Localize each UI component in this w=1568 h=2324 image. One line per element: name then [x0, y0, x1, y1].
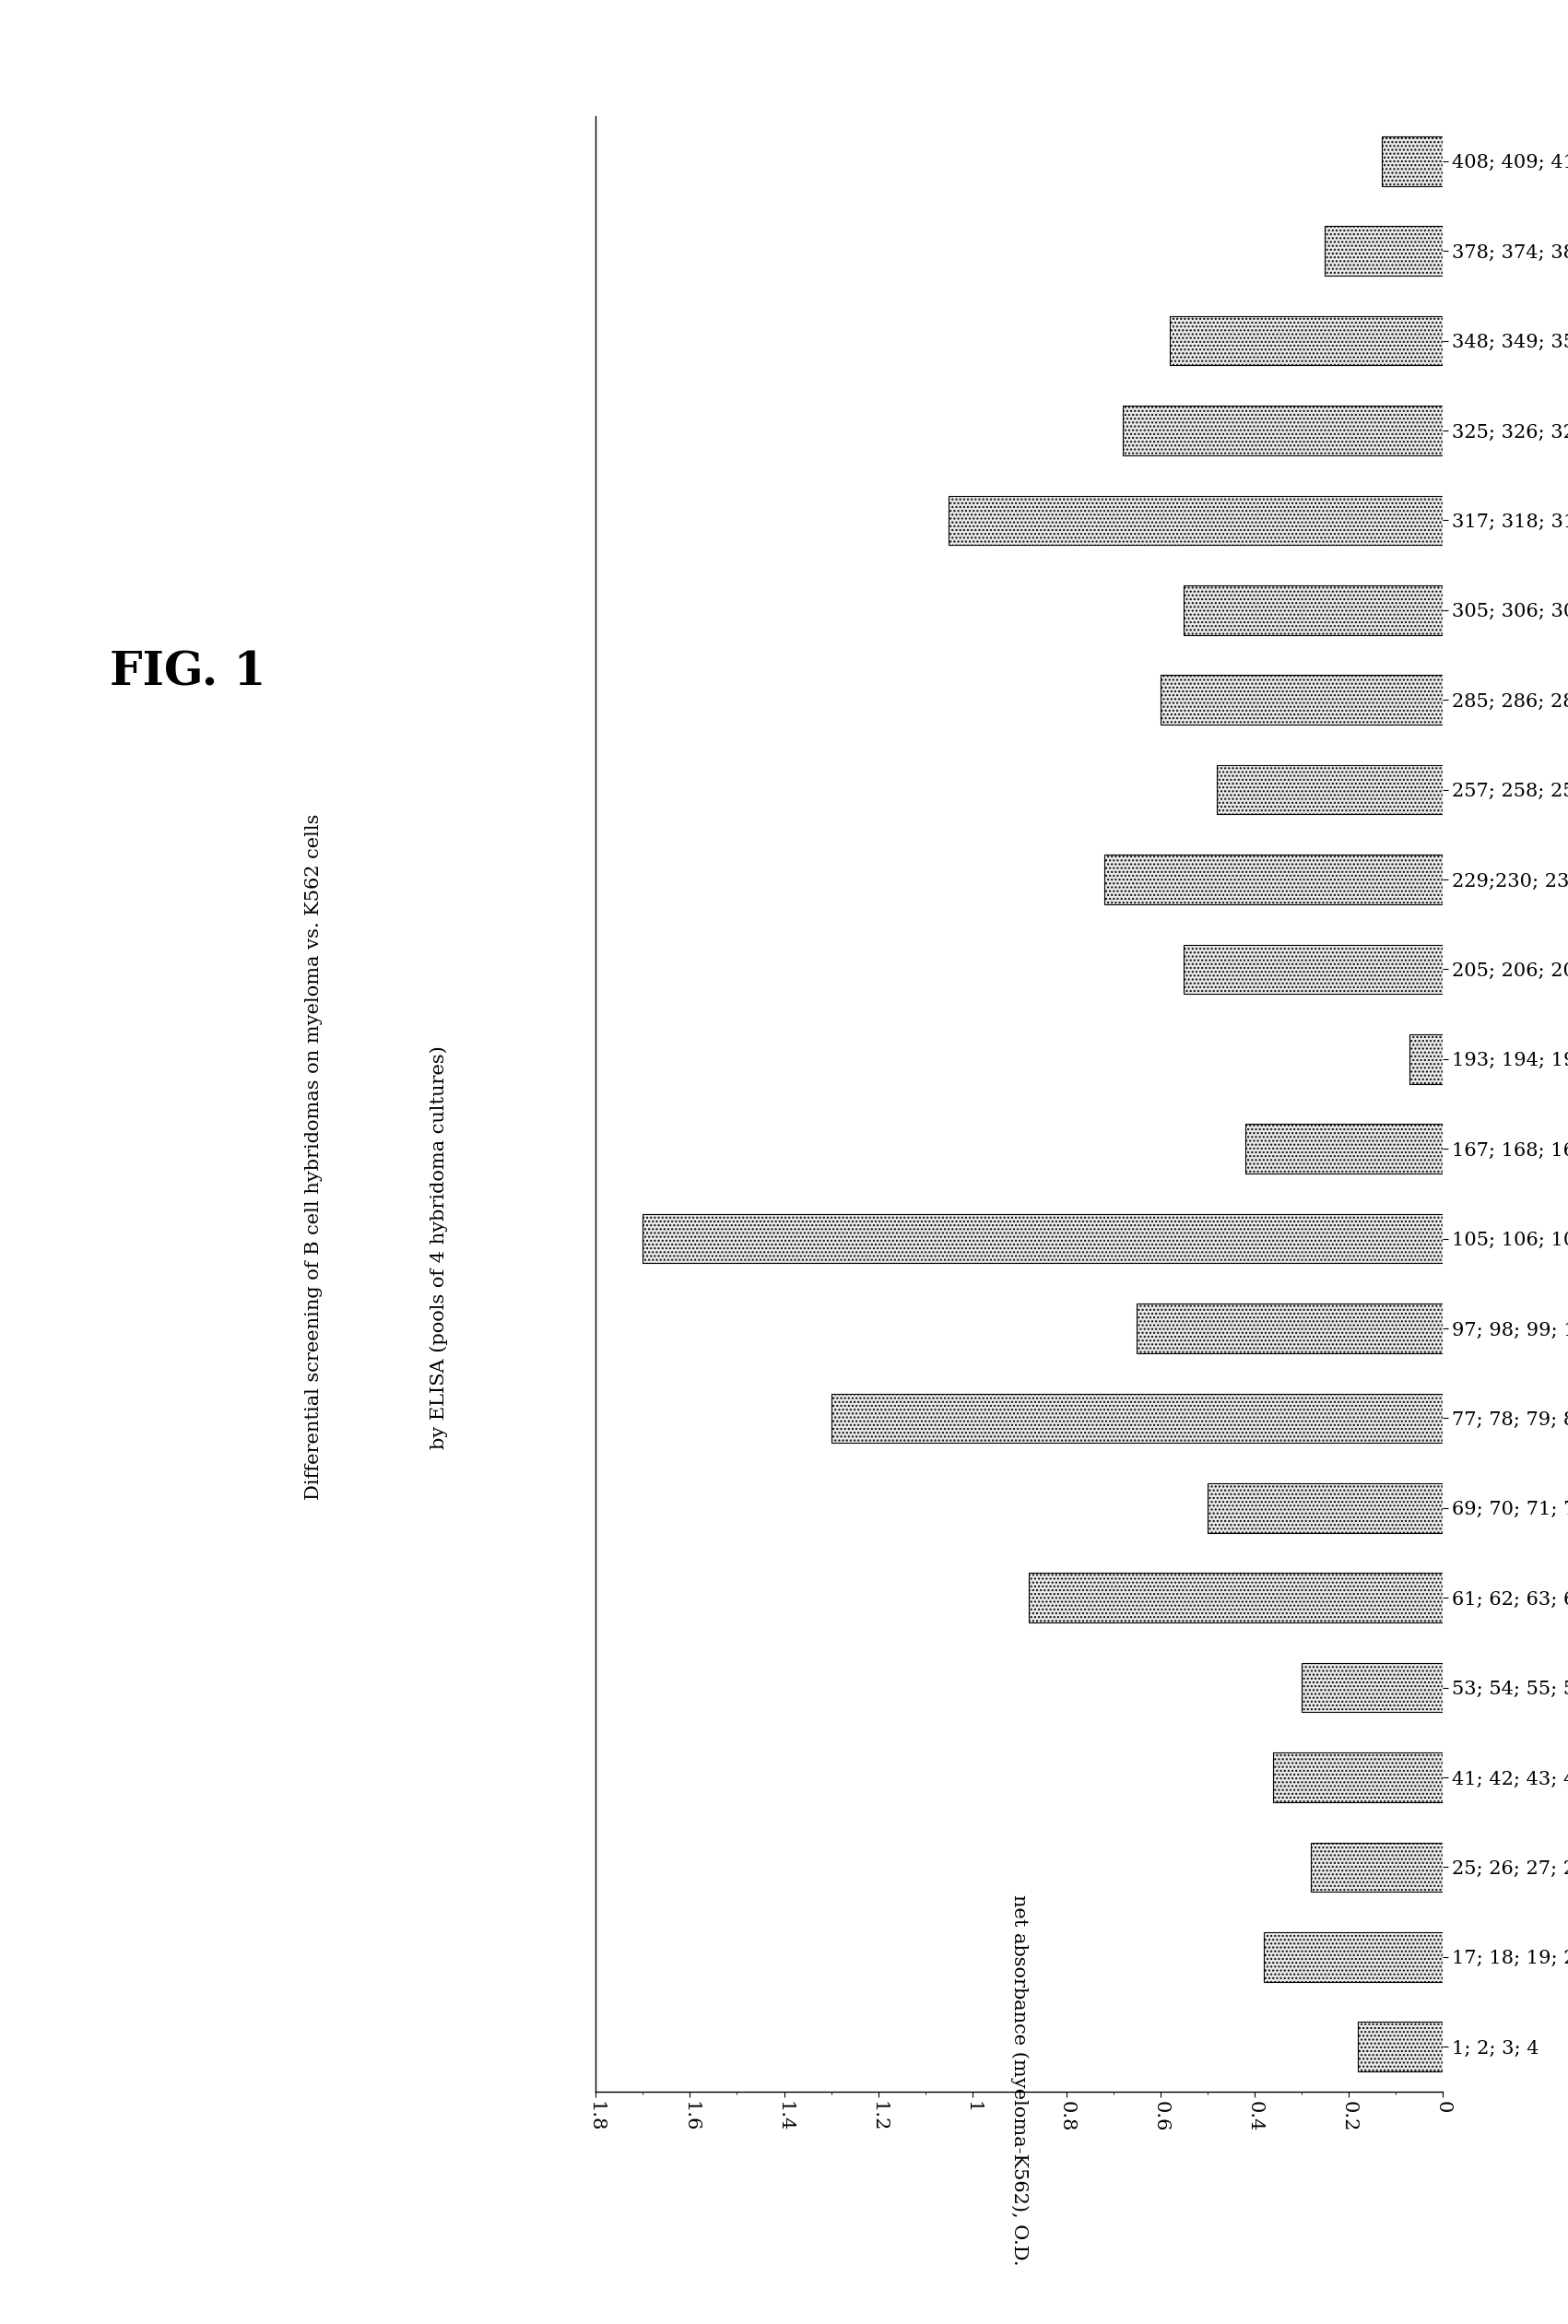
Text: Differential screening of B cell hybridomas on myeloma vs. K562 cells: Differential screening of B cell hybrido…	[304, 813, 323, 1499]
Bar	[1358, 2022, 1443, 2071]
Text: by ELISA (pools of 4 hybridoma cultures): by ELISA (pools of 4 hybridoma cultures)	[430, 1046, 448, 1450]
Text: net absorbance (myeloma-K562), O.D.: net absorbance (myeloma-K562), O.D.	[1010, 1894, 1029, 2266]
Bar	[1325, 225, 1443, 277]
Bar	[1170, 316, 1443, 365]
Bar	[1207, 1483, 1443, 1532]
Bar	[1184, 586, 1443, 634]
Bar	[643, 1213, 1443, 1264]
Bar	[1410, 1034, 1443, 1083]
Bar	[1217, 765, 1443, 813]
Bar	[1381, 137, 1443, 186]
Bar	[1273, 1752, 1443, 1801]
Bar	[1123, 407, 1443, 456]
Bar	[1264, 1931, 1443, 1982]
Bar	[1301, 1664, 1443, 1713]
Bar	[1184, 944, 1443, 995]
Bar	[1245, 1125, 1443, 1174]
Bar	[949, 495, 1443, 544]
Bar	[1104, 855, 1443, 904]
Bar	[1137, 1304, 1443, 1353]
Text: FIG. 1: FIG. 1	[110, 651, 267, 695]
Bar	[831, 1394, 1443, 1443]
Bar	[1311, 1843, 1443, 1892]
Bar	[1160, 676, 1443, 725]
Bar	[1029, 1573, 1443, 1622]
